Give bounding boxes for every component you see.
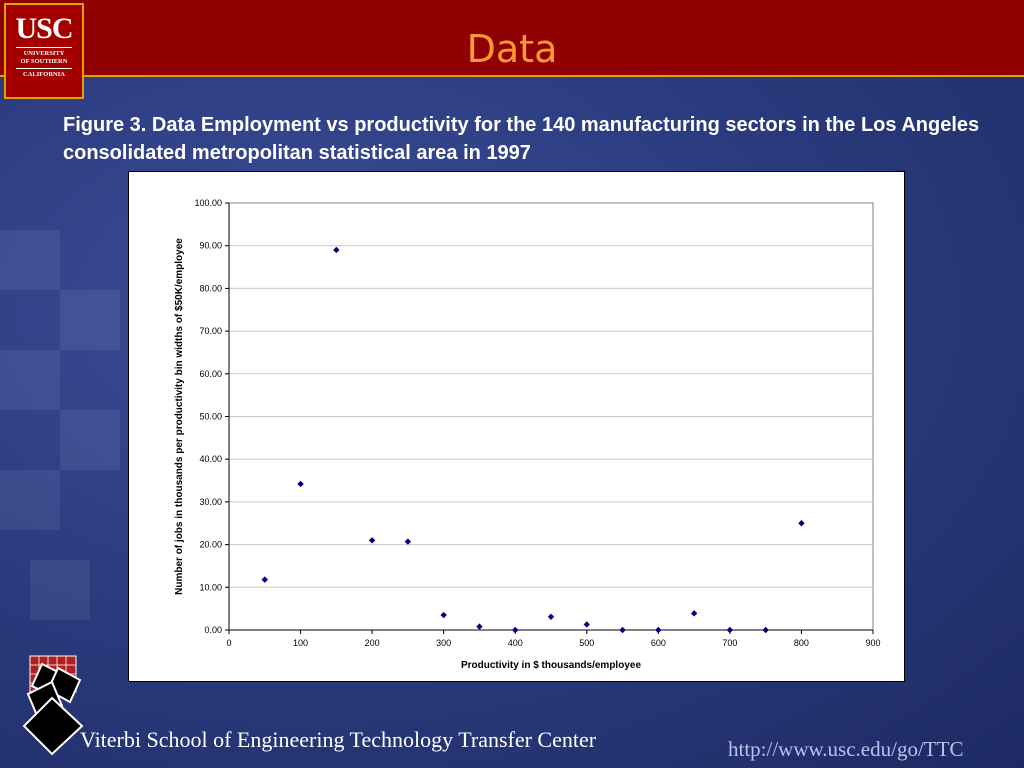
y-tick-label: 10.00 xyxy=(199,582,222,592)
footer-url-link[interactable]: http://www.usc.edu/go/TTC xyxy=(728,737,964,761)
x-axis-ticks: 0 100 200 300 400 500 600 700 800 900 xyxy=(226,629,881,648)
y-tick-label: 80.00 xyxy=(199,283,222,293)
y-axis-label: Number of jobs in thousands per producti… xyxy=(174,238,185,595)
x-tick-label: 700 xyxy=(722,638,737,648)
x-tick-label: 300 xyxy=(436,638,451,648)
background-tile xyxy=(0,350,60,410)
chart-frame: 0.00 10.00 20.00 30.00 40.00 50.00 60.00 70.00 8… xyxy=(128,171,905,682)
viterbi-logo-icon xyxy=(22,655,84,756)
gridlines xyxy=(229,245,873,588)
data-points xyxy=(261,246,805,634)
y-tick-label: 0.00 xyxy=(204,625,222,635)
y-tick-label: 100.00 xyxy=(194,198,222,208)
y-tick-label: 70.00 xyxy=(199,326,222,336)
x-tick-label: 100 xyxy=(293,638,308,648)
data-point xyxy=(726,626,734,634)
data-point xyxy=(798,520,805,527)
logo-line: UNIVERSITY xyxy=(23,50,65,57)
data-point xyxy=(261,576,268,583)
logo-line: OF SOUTHERN xyxy=(20,58,68,65)
scatter-chart: 0.00 10.00 20.00 30.00 40.00 50.00 60.00 70.00 8… xyxy=(174,198,881,671)
x-axis-label: Productivity in $ thousands/employee xyxy=(461,660,641,671)
y-axis-ticks: 0.00 10.00 20.00 30.00 40.00 50.00 60.00 70.00 8… xyxy=(194,198,230,635)
data-point xyxy=(547,613,555,620)
data-point xyxy=(297,480,304,488)
background-tile xyxy=(0,470,60,530)
y-tick-label: 30.00 xyxy=(199,497,222,507)
logo-divider xyxy=(16,68,72,69)
data-point xyxy=(762,626,769,634)
data-point xyxy=(512,626,519,634)
y-tick-label: 90.00 xyxy=(199,241,222,251)
x-tick-label: 200 xyxy=(365,638,380,648)
logo-line: CALIFORNIA xyxy=(23,71,65,78)
logo-name: USC xyxy=(15,12,73,45)
figure-caption: Figure 3. Data Employment vs productivit… xyxy=(63,114,980,164)
data-point xyxy=(655,626,662,634)
slide-title: Data xyxy=(466,27,558,71)
x-tick-label: 500 xyxy=(579,638,594,648)
background-tile xyxy=(0,230,60,290)
x-tick-label: 0 xyxy=(226,638,231,648)
header-bar xyxy=(0,0,1024,77)
logo-divider xyxy=(16,47,72,48)
data-point xyxy=(333,246,340,254)
x-tick-label: 900 xyxy=(865,638,880,648)
data-point xyxy=(619,626,626,634)
y-tick-label: 40.00 xyxy=(199,454,222,464)
y-tick-label: 50.00 xyxy=(199,412,222,422)
y-tick-label: 60.00 xyxy=(199,369,222,379)
x-tick-label: 600 xyxy=(651,638,666,648)
background-tile xyxy=(60,410,120,470)
x-tick-label: 800 xyxy=(794,638,809,648)
x-tick-label: 400 xyxy=(508,638,523,648)
data-point xyxy=(476,623,483,630)
usc-logo: USC UNIVERSITY OF SOUTHERN CALIFORNIA xyxy=(4,3,84,99)
y-tick-label: 20.00 xyxy=(199,540,222,550)
footer-text: Viterbi School of Engineering Technology… xyxy=(80,727,597,752)
background-tile xyxy=(30,560,90,620)
background-tile xyxy=(60,290,120,350)
